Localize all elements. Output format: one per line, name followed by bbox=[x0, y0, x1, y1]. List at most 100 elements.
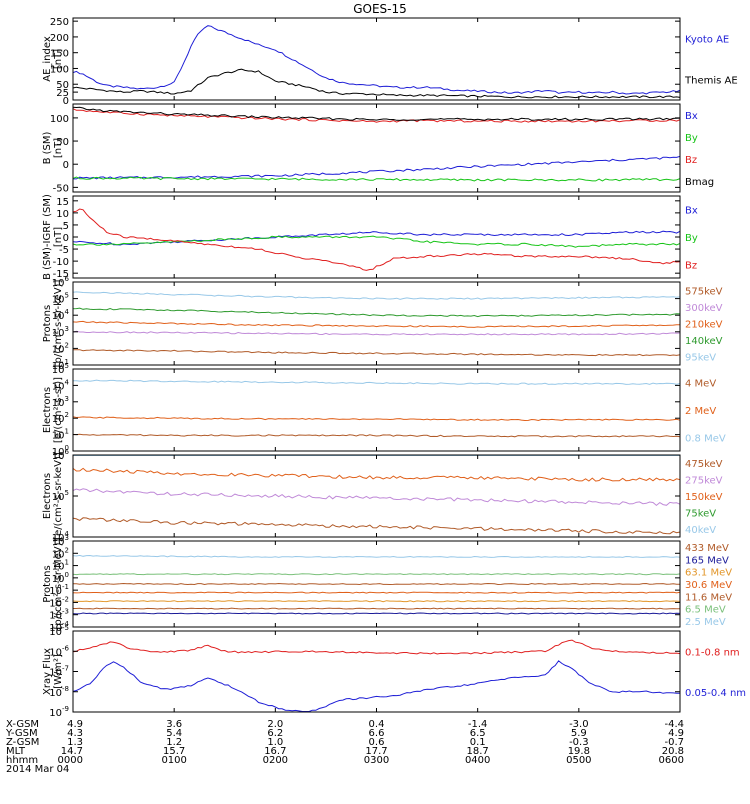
legend-entry: 6.5 MeV bbox=[685, 605, 726, 616]
legend-entry: 4 MeV bbox=[685, 379, 716, 390]
series-line-2-5-mev bbox=[72, 554, 681, 558]
y-tick-label: 101 bbox=[52, 428, 69, 442]
x-row-value: 19.8 bbox=[568, 746, 590, 757]
y-tick-label: 0 bbox=[63, 233, 69, 244]
y-axis-label: Electrons bbox=[42, 473, 53, 519]
x-row-value: 17.7 bbox=[365, 746, 387, 757]
x-row-value: 0.4 bbox=[369, 719, 385, 730]
x-row-value: 2.0 bbox=[267, 719, 283, 730]
y-tick-label: 103 bbox=[52, 395, 69, 409]
series-line-bx bbox=[72, 230, 681, 246]
series-line-bz bbox=[72, 208, 681, 271]
x-row-value: 1.2 bbox=[166, 737, 182, 748]
legend-entry: 63.1 MeV bbox=[685, 568, 732, 579]
legend-entry: By bbox=[685, 233, 698, 244]
x-row-value: 16.7 bbox=[264, 746, 286, 757]
x-row-value: 5.4 bbox=[166, 728, 182, 739]
panel-frame bbox=[72, 630, 681, 713]
series-line-2-mev bbox=[72, 416, 681, 422]
series-line-150kev bbox=[72, 467, 681, 482]
y-tick-label: 5 bbox=[63, 221, 69, 232]
x-row-value: 0000 bbox=[58, 755, 83, 766]
y-axis-label: [nT] bbox=[53, 138, 64, 158]
x-row-value: 20.8 bbox=[662, 746, 684, 757]
y-tick-label: 10-7 bbox=[49, 665, 69, 679]
y-tick-label: 25 bbox=[56, 88, 69, 99]
legend-entry: Bx bbox=[685, 206, 698, 217]
series-line-300kev bbox=[72, 330, 681, 336]
panel-bsm: -50 0 50 100 B (SM) [nT] Bx By Bz Bmag bbox=[42, 103, 714, 194]
series-line-63-1-mev bbox=[72, 600, 681, 603]
x-row-value: 1.3 bbox=[67, 737, 83, 748]
y-tick-label: 250 bbox=[50, 17, 69, 28]
y-axis-label: Xray Flux bbox=[42, 648, 53, 695]
y-tick-label: 105 bbox=[52, 362, 69, 376]
legend-entry: Bz bbox=[685, 260, 697, 271]
y-tick-label: 103 bbox=[52, 534, 69, 548]
x-row-value: 0.6 bbox=[369, 737, 385, 748]
x-row-value: 15.7 bbox=[163, 746, 185, 757]
x-row-value: 0500 bbox=[566, 755, 591, 766]
y-tick-label: 10-1 bbox=[49, 583, 69, 597]
y-tick-label: 100 bbox=[50, 64, 69, 75]
y-tick-label: 10 bbox=[56, 209, 69, 220]
legend-entry: 0.1-0.8 nm bbox=[685, 647, 740, 658]
series-line-4-mev bbox=[72, 433, 681, 438]
panel-frame bbox=[72, 454, 681, 538]
series-line-11-6-mev bbox=[73, 582, 681, 586]
x-row-value: 0200 bbox=[263, 755, 288, 766]
y-tick-label: 104 bbox=[52, 530, 70, 544]
x-row-value: 4.3 bbox=[67, 728, 83, 739]
y-tick-label: 106 bbox=[52, 275, 70, 289]
x-row-value: 6.5 bbox=[470, 728, 486, 739]
panel-xray: 10-9 10-8 10-7 10-6 10-5 Xray Flux [W/m²] 0.1-0… bbox=[42, 624, 746, 719]
x-row-value: 3.6 bbox=[166, 719, 182, 730]
series-line-kyoto-ae bbox=[72, 25, 681, 95]
x-row-value: -0.3 bbox=[569, 737, 589, 748]
series-line-bmag bbox=[72, 106, 681, 121]
legend-entry: 0.8 MeV bbox=[685, 433, 726, 444]
x-row-value: 6.6 bbox=[369, 728, 385, 739]
x-row-value: 0400 bbox=[465, 755, 490, 766]
y-tick-label: 150 bbox=[50, 49, 69, 60]
legend-entry: 210keV bbox=[685, 320, 723, 331]
y-tick-label: 0 bbox=[63, 96, 69, 107]
x-row-label: hhmm bbox=[6, 755, 38, 766]
y-axis-label: [p/(cm²-s-sr-keV)] bbox=[53, 280, 64, 368]
legend-entry: 0.05-0.4 nm bbox=[685, 688, 746, 699]
x-row-value: 4.9 bbox=[67, 719, 83, 730]
y-tick-label: -50 bbox=[53, 183, 69, 194]
y-tick-label: 50 bbox=[56, 137, 69, 148]
series-line-bz bbox=[72, 108, 681, 123]
y-tick-label: 102 bbox=[52, 546, 69, 560]
y-axis-label: Electrons bbox=[42, 387, 53, 433]
y-tick-label: -5 bbox=[59, 245, 69, 256]
series-line-by bbox=[72, 176, 681, 182]
legend-entry: 2 MeV bbox=[685, 406, 716, 417]
y-tick-label: 10-4 bbox=[49, 620, 69, 634]
y-tick-label: -10 bbox=[53, 257, 69, 268]
y-tick-label: -15 bbox=[53, 269, 69, 280]
x-row-value: 4.9 bbox=[668, 728, 684, 739]
series-line-30-6-mev bbox=[72, 591, 681, 594]
x-row-value: 5.9 bbox=[571, 728, 587, 739]
y-tick-label: 105 bbox=[52, 489, 69, 503]
x-row-value: 6.2 bbox=[267, 728, 283, 739]
chart-title: GOES-15 bbox=[353, 2, 407, 16]
y-tick-label: 102 bbox=[52, 341, 69, 355]
legend-entry: Themis AE bbox=[684, 76, 738, 87]
y-tick-label: 10-8 bbox=[49, 685, 69, 699]
y-axis-label: [p/(cm²-s-sr-MeV)] bbox=[53, 538, 64, 629]
series-line-210kev bbox=[72, 320, 680, 328]
y-axis-label: [nT] bbox=[53, 227, 64, 247]
x-row-value: 14.7 bbox=[61, 746, 83, 757]
series-line-6-5-mev bbox=[72, 573, 681, 576]
series-line-themis-ae bbox=[72, 68, 681, 99]
legend-entry: 95keV bbox=[685, 353, 716, 364]
panel-protons_low: 101 102 103 104 105 106 Protons [p/(cm²-s-sr-ke… bbox=[42, 275, 723, 372]
y-tick-label: 50 bbox=[56, 80, 69, 91]
